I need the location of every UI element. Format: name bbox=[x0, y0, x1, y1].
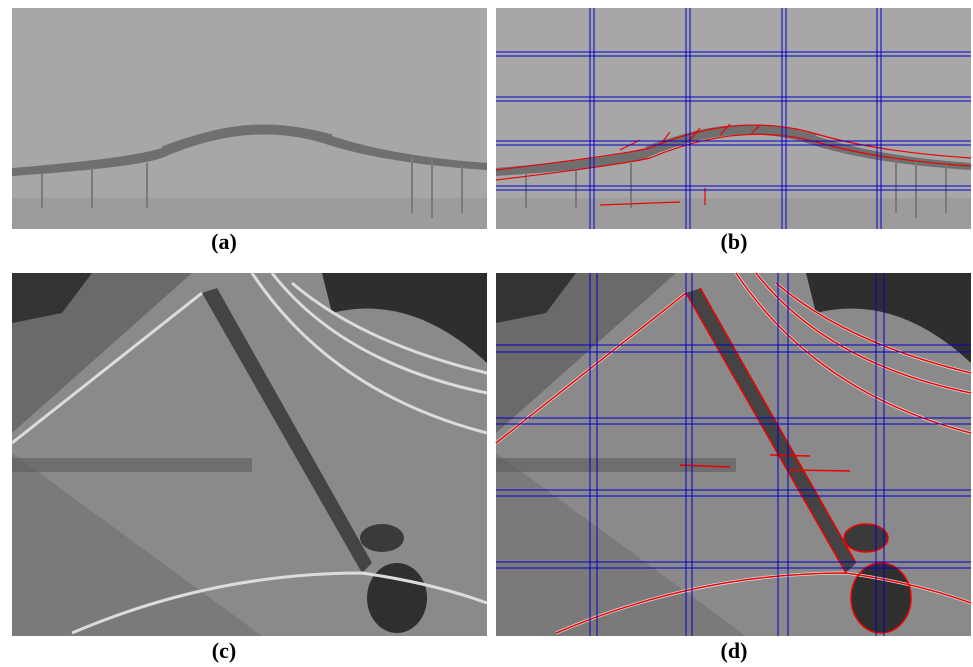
figure-images bbox=[0, 0, 973, 667]
image-c bbox=[12, 273, 487, 636]
panel-label: (a) bbox=[194, 229, 254, 255]
image-d bbox=[496, 273, 971, 636]
image-a bbox=[12, 8, 487, 229]
image-b bbox=[496, 8, 971, 229]
figure: (a) (b) (c) (d) bbox=[0, 0, 973, 667]
panel-label: (c) bbox=[194, 638, 254, 664]
panel-label: (b) bbox=[704, 229, 764, 255]
panel-label: (d) bbox=[704, 638, 764, 664]
